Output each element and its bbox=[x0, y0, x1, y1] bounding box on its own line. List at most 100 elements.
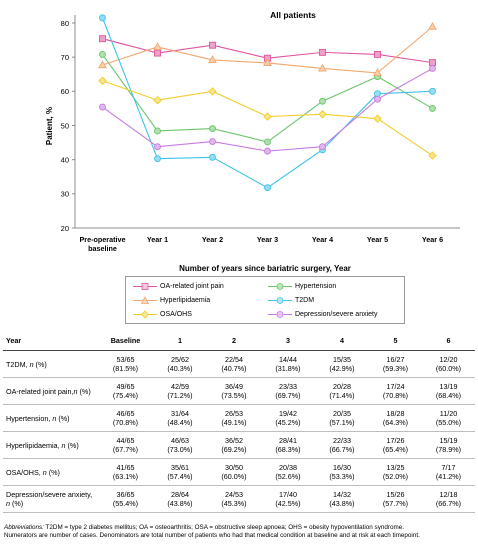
data-point bbox=[374, 95, 381, 103]
table-cell: 46/63 (73.0%) bbox=[153, 431, 207, 459]
column-header: 4 bbox=[315, 331, 369, 351]
y-tick-label: 70 bbox=[61, 53, 69, 62]
data-point bbox=[209, 153, 216, 161]
data-point bbox=[428, 22, 437, 30]
table-cell: 17/26 (65.4%) bbox=[369, 431, 422, 459]
table-cell: 17/24 (70.8%) bbox=[369, 377, 422, 405]
data-point bbox=[264, 138, 271, 146]
x-tick-label: Year 5 bbox=[367, 235, 388, 244]
legend-circle-marker-icon bbox=[268, 283, 292, 290]
data-point bbox=[99, 103, 106, 111]
y-tick-label: 20 bbox=[61, 224, 69, 233]
table-cell: 22/54 (40.7%) bbox=[207, 350, 261, 378]
y-tick-label: 40 bbox=[61, 155, 69, 164]
table-cell: 12/18 (66.7%) bbox=[422, 485, 475, 513]
footnote-note: Numerators are number of cases. Denomina… bbox=[4, 532, 420, 539]
table-row: Hyperlipidaemia, n (%) 44/65 (67.7%) 46/63(… bbox=[3, 431, 475, 459]
data-point bbox=[154, 155, 161, 163]
column-header: 1 bbox=[153, 331, 207, 351]
table-cell: 18/28 (64.3%) bbox=[369, 404, 422, 432]
table-cell: 49/65 (75.4%) bbox=[98, 377, 153, 405]
table-cell: 41/65 (63.1%) bbox=[98, 458, 153, 486]
data-point bbox=[153, 42, 162, 50]
legend-square-marker-icon bbox=[133, 283, 157, 290]
table-cell: 11/20 (55.0%) bbox=[422, 404, 475, 432]
table-header-row: Year Baseline 1 2 3 4 5 6 bbox=[3, 331, 475, 351]
y-tick-label: 50 bbox=[61, 121, 69, 130]
column-header: 6 bbox=[422, 331, 475, 351]
table-cell: 35/61 (57.4%) bbox=[153, 458, 207, 486]
table-cell: 25/62 (40.3%) bbox=[153, 350, 207, 378]
data-point bbox=[154, 127, 161, 135]
table-cell: 53/65 (81.5%) bbox=[98, 350, 153, 378]
table-cell: 13/19 (68.4%) bbox=[422, 377, 475, 405]
column-header: 2 bbox=[207, 331, 261, 351]
table-cell: 16/27 (59.3%) bbox=[369, 350, 422, 378]
footnote-abbreviations-label: Abbreviations: bbox=[4, 524, 44, 531]
line-chart: 20 30 40 50 60 70 80 Pre-operative baseline Year … bbox=[45, 10, 460, 273]
table-row: T2DM, n (%) 53/65 (81.5%) 25/62 (40.3%) 22/54… bbox=[3, 350, 475, 378]
column-header: 3 bbox=[261, 331, 315, 351]
table-cell: 46/65 (70.8%) bbox=[98, 404, 153, 432]
table-cell: 31/64 (48.4%) bbox=[153, 404, 207, 432]
data-point bbox=[318, 63, 327, 72]
data-point bbox=[319, 97, 326, 105]
table-cell: 13/25 (52.0%) bbox=[369, 458, 422, 486]
table-cell: 24/53 (45.3%) bbox=[207, 485, 261, 513]
data-point bbox=[319, 48, 326, 56]
table-cell: 20/38 (52.6%) bbox=[261, 458, 315, 486]
data-point bbox=[263, 58, 272, 67]
table-cell: 15/19 (78.9%) bbox=[422, 431, 475, 459]
table-cell: 20/35 (57.1%) bbox=[315, 404, 369, 432]
data-point bbox=[429, 87, 436, 95]
legend-label: Hyperlipidaemia bbox=[160, 297, 211, 304]
legend-diamond-marker-icon bbox=[133, 310, 157, 319]
table-cell: 28/64 (43.8%) bbox=[153, 485, 207, 513]
chart-legend: OA-related joint pain Hypertension Hyper… bbox=[125, 276, 405, 324]
table-cell: 19/42 (45.2%) bbox=[261, 404, 315, 432]
data-table: Year Baseline 1 2 3 4 5 6 T2DM, n (%) 53/… bbox=[3, 331, 475, 513]
data-point bbox=[373, 114, 382, 123]
series-4 bbox=[98, 76, 437, 160]
legend-label: T2DM bbox=[295, 297, 315, 304]
x-tick-label: Year 4 bbox=[312, 235, 333, 244]
legend-triangle-marker-icon bbox=[133, 296, 157, 304]
table-cell: 22/33 (66.7%) bbox=[315, 431, 369, 459]
table-row: Depression/severe anxiety, n (%) 36/65 (55… bbox=[3, 485, 475, 513]
row-label: Hyperlipidaemia, n (%) bbox=[3, 431, 98, 459]
footnote: Abbreviations: T2DM = type 2 diabetes me… bbox=[4, 524, 474, 540]
table-row: OSA/OHS, n (%) 41/65 (63.1%) 35/61 (57.4%) 30… bbox=[3, 458, 475, 486]
x-tick-label: Year 6 bbox=[422, 235, 443, 244]
table-body: T2DM, n (%) 53/65 (81.5%) 25/62 (40.3%) 22/54… bbox=[3, 350, 475, 513]
table-cell: 20/28 (71.4%) bbox=[315, 377, 369, 405]
x-axis-label: Number of years since bariatric surgery,… bbox=[179, 264, 351, 273]
table-cell: 42/59 (71.2%) bbox=[153, 377, 207, 405]
table-cell: 17/40 (42.5%) bbox=[261, 485, 315, 513]
data-point bbox=[318, 109, 327, 119]
table-cell: 14/44 (31.8%) bbox=[261, 350, 315, 378]
footnote-abbreviations-text: T2DM = type 2 diabetes mellitus; OA = os… bbox=[43, 524, 404, 531]
row-label: Hypertension, n (%) bbox=[3, 404, 98, 432]
data-point bbox=[319, 143, 326, 151]
legend-label: Hypertension bbox=[295, 283, 337, 290]
table-cell: 15/26 (57.7%) bbox=[369, 485, 422, 513]
data-point bbox=[373, 68, 382, 76]
legend-circle-marker-icon bbox=[268, 311, 292, 318]
data-point bbox=[99, 35, 106, 43]
x-tick-label: Pre-operative baseline bbox=[80, 235, 126, 253]
y-tick-label: 30 bbox=[61, 190, 69, 199]
data-point bbox=[208, 55, 217, 63]
table-cell: 7/17 (41.2%) bbox=[422, 458, 475, 486]
x-tick-label: Year 3 bbox=[257, 235, 278, 244]
data-point bbox=[429, 104, 436, 112]
y-tick-label: 60 bbox=[61, 87, 69, 96]
table-cell: 15/35 (42.9%) bbox=[315, 350, 369, 378]
column-header: 5 bbox=[369, 331, 422, 351]
table-row: Hypertension, n (%) 46/65 (70.8%) 31/64 (48.… bbox=[3, 404, 475, 432]
data-point bbox=[98, 76, 107, 85]
column-header: Year bbox=[3, 331, 98, 351]
data-point bbox=[99, 14, 106, 22]
data-point bbox=[154, 49, 161, 57]
table-cell: 14/32 (43.8%) bbox=[315, 485, 369, 513]
chart-axes: 20 30 40 50 60 70 80 Pre-operative baseline Year … bbox=[61, 15, 460, 253]
